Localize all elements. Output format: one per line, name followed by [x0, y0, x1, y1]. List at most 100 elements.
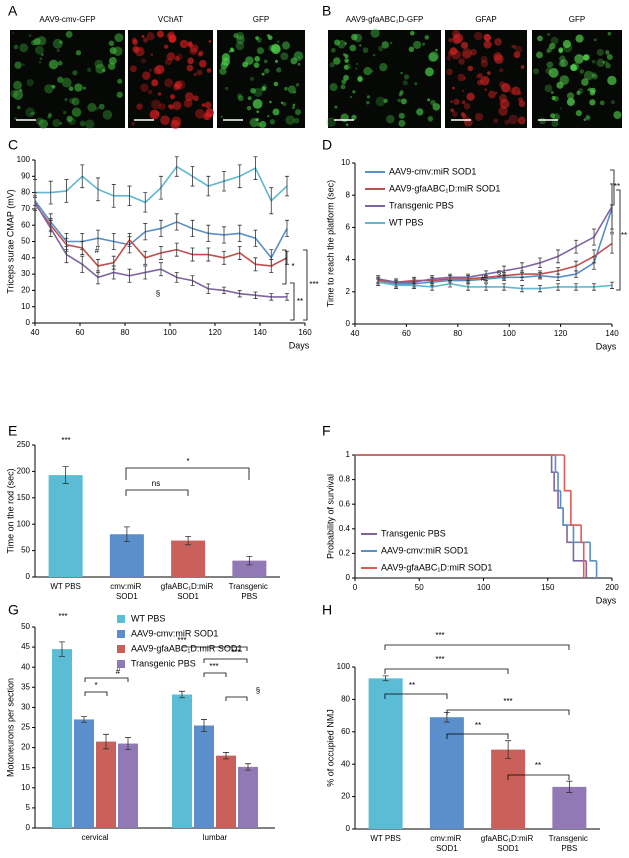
- micrograph-signal: [164, 78, 174, 88]
- significance-bracket: [125, 467, 250, 480]
- micrograph-signal: [101, 68, 106, 73]
- error-bar: [538, 270, 543, 278]
- y-tick-label: 100: [337, 662, 351, 671]
- error-bar: [245, 763, 251, 771]
- micrograph-signal: [146, 32, 155, 41]
- micrograph-signal: [504, 119, 510, 125]
- micrograph-signal: [193, 73, 197, 77]
- series-line: [378, 207, 613, 285]
- micrograph-signal: [488, 90, 496, 99]
- micrograph-signal: [147, 89, 153, 95]
- micrograph-signal: [13, 90, 24, 100]
- micrograph-signal: [593, 38, 597, 42]
- significance-bracket: [84, 677, 129, 682]
- annotation: **: [614, 182, 620, 191]
- micrograph-signal: [591, 72, 597, 78]
- micrograph-signal: [559, 75, 570, 85]
- error-bar: [222, 286, 226, 295]
- micrograph-signal: [157, 92, 162, 96]
- micrograph-signal: [134, 46, 145, 57]
- micrograph-signal: [343, 64, 349, 70]
- micrograph-signal: [513, 51, 521, 59]
- error-bar: [237, 290, 242, 298]
- micrograph-signal: [266, 33, 271, 38]
- micrograph-signal: [263, 59, 268, 64]
- micrograph-signal: [64, 98, 68, 102]
- micrograph-signal: [345, 123, 349, 126]
- significance-bracket: [446, 733, 509, 739]
- micrograph-signal: [589, 90, 596, 96]
- y-tick-label: 0.4: [339, 524, 351, 533]
- y-tick-label: 60: [341, 727, 350, 736]
- micrograph-signal: [117, 78, 123, 84]
- micrograph-signal: [270, 43, 281, 53]
- error-bar: [237, 164, 242, 189]
- error-bar: [610, 183, 614, 230]
- x-tick-label: cmv:miR SOD1: [110, 582, 143, 601]
- significance-bracket: [203, 672, 227, 677]
- micrograph-signal: [150, 53, 154, 56]
- survival-step: [550, 455, 555, 474]
- micrograph-signal: [514, 45, 523, 54]
- micrograph-signal: [363, 66, 372, 76]
- annotation: #: [116, 667, 121, 676]
- micrograph-signal: [453, 33, 464, 44]
- y-tick-label: 1: [346, 450, 351, 459]
- micrograph-signal: [463, 103, 471, 110]
- micrograph-signal: [425, 67, 434, 77]
- micrograph-signal: [68, 86, 74, 92]
- error-bar: [502, 265, 507, 277]
- micrograph-signal: [546, 47, 553, 53]
- micrograph-signal: [201, 103, 205, 107]
- micrograph-signal: [480, 60, 489, 68]
- error-bar: [592, 283, 597, 291]
- error-bar: [223, 752, 229, 760]
- micrograph-signal: [47, 112, 53, 117]
- error-bar: [502, 283, 507, 291]
- micrograph-signal: [256, 47, 264, 55]
- micrograph-signal: [345, 63, 352, 70]
- significance-bracket: [181, 646, 248, 651]
- micrograph-signal: [560, 107, 563, 110]
- y-tick-label: 0: [26, 823, 31, 832]
- panel-label: A: [8, 3, 18, 19]
- error-bar: [253, 229, 258, 247]
- error-bar: [111, 265, 116, 280]
- micrograph-signal: [179, 39, 189, 49]
- micrograph-signal: [140, 58, 146, 64]
- error-bar: [174, 156, 179, 177]
- micrograph-signal: [114, 33, 124, 43]
- micrograph-signal: [295, 83, 300, 87]
- micrograph-signal: [349, 44, 357, 52]
- micrograph-signal: [297, 63, 301, 66]
- error-bar: [185, 535, 192, 546]
- micrograph-signal: [174, 55, 180, 62]
- micrograph-signal: [562, 39, 572, 49]
- error-bar: [253, 257, 258, 272]
- error-bar: [143, 223, 148, 241]
- survival-step: [580, 525, 584, 544]
- x-tick-label: Transgenic PBS: [229, 582, 271, 601]
- micrograph-signal: [551, 119, 559, 128]
- error-bar: [111, 232, 116, 251]
- y-axis-title: Probability of survival: [325, 474, 335, 559]
- bar: [491, 749, 526, 829]
- annotation: **: [475, 721, 481, 730]
- legend-swatch: [117, 645, 125, 653]
- micrograph-signal: [197, 52, 203, 57]
- micrograph-signal: [509, 87, 516, 94]
- micrograph-signal: [237, 93, 242, 99]
- y-tick-label: 8: [346, 190, 351, 199]
- significance-bracket: [384, 693, 448, 699]
- annotation: ***: [309, 280, 318, 289]
- series-line: [377, 206, 613, 283]
- error-bar: [111, 184, 116, 208]
- y-tick-label: 25: [21, 723, 30, 732]
- image-caption: VChAT: [158, 15, 183, 24]
- image-caption: AAV9-cmv-GFP: [39, 15, 95, 24]
- micrograph-signal: [344, 58, 349, 63]
- x-tick-label: 120: [208, 328, 222, 337]
- error-bar: [159, 245, 163, 260]
- error-bar: [556, 267, 561, 275]
- micrograph-signal: [546, 32, 551, 37]
